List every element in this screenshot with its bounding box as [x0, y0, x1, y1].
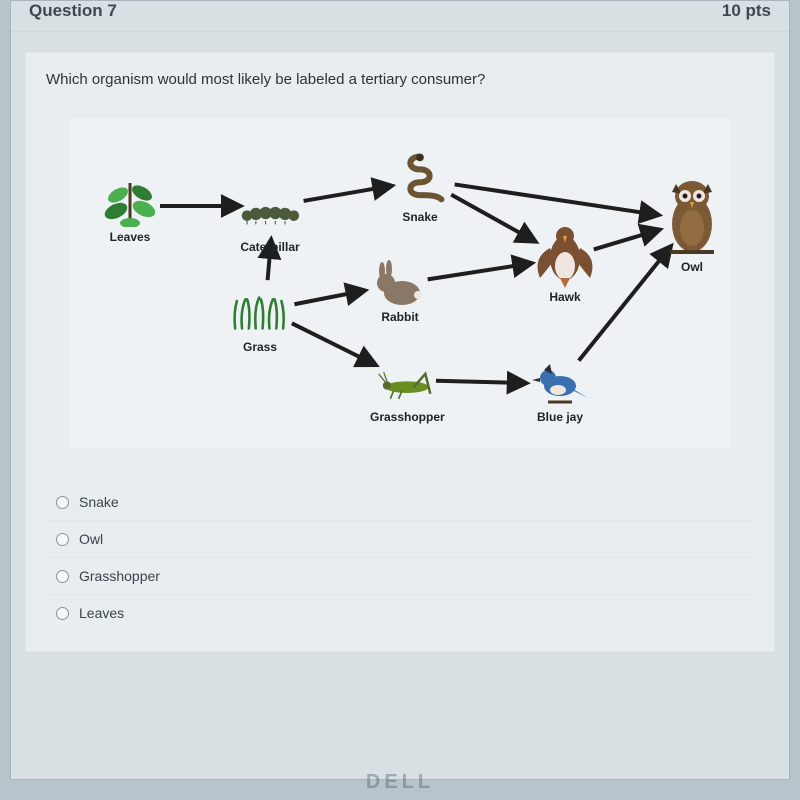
question-card: Which organism would most likely be labe… [25, 52, 775, 652]
radio-icon[interactable] [56, 570, 69, 583]
node-label: Rabbit [370, 310, 430, 324]
node-label: Snake [390, 210, 450, 224]
answer-label: Snake [79, 494, 119, 510]
caterpillar-icon [240, 188, 300, 238]
answer-label: Grasshopper [79, 568, 160, 584]
node-label: Grasshopper [370, 410, 445, 424]
grass-icon [230, 288, 290, 338]
node-rabbit: Rabbit [370, 258, 430, 324]
question-header: Question 7 10 pts [11, 1, 789, 32]
node-label: Owl [660, 260, 724, 274]
node-snake: Snake [390, 148, 450, 224]
question-number-label: Question 7 [29, 1, 117, 21]
answer-option[interactable]: Leaves [48, 594, 752, 631]
node-label: Caterpillar [240, 240, 300, 254]
node-label: Hawk [530, 290, 600, 304]
node-caterpillar: Caterpillar [240, 188, 300, 254]
rabbit-icon [370, 258, 430, 308]
grasshopper-icon [377, 358, 437, 408]
node-bluejay: Blue jay [530, 358, 590, 424]
answer-options: Snake Owl Grasshopper Leaves [46, 478, 754, 641]
node-owl: Owl [660, 178, 724, 274]
node-grass: Grass [230, 288, 290, 354]
node-label: Blue jay [530, 410, 590, 424]
question-points-label: 10 pts [722, 1, 771, 21]
node-label: Grass [230, 340, 290, 354]
screen-content: Question 7 10 pts Which organism would m… [10, 0, 790, 780]
answer-label: Leaves [79, 605, 124, 621]
food-web-diagram: Leaves [70, 118, 730, 448]
node-leaves: Leaves [100, 178, 160, 244]
leaves-icon [100, 178, 160, 228]
node-hawk: Hawk [530, 218, 600, 304]
answer-option[interactable]: Owl [48, 520, 752, 557]
node-grasshopper: Grasshopper [370, 358, 445, 424]
radio-icon[interactable] [56, 533, 69, 546]
answer-label: Owl [79, 531, 103, 547]
snake-icon [390, 148, 450, 208]
owl-icon [660, 178, 724, 258]
node-label: Leaves [100, 230, 160, 244]
answer-option[interactable]: Grasshopper [48, 557, 752, 594]
device-brand-label: DELL [366, 771, 434, 794]
radio-icon[interactable] [56, 607, 69, 620]
answer-option[interactable]: Snake [48, 484, 752, 520]
bluejay-icon [530, 358, 590, 408]
question-prompt: Which organism would most likely be labe… [46, 71, 754, 88]
radio-icon[interactable] [56, 496, 69, 509]
hawk-icon [530, 218, 600, 288]
